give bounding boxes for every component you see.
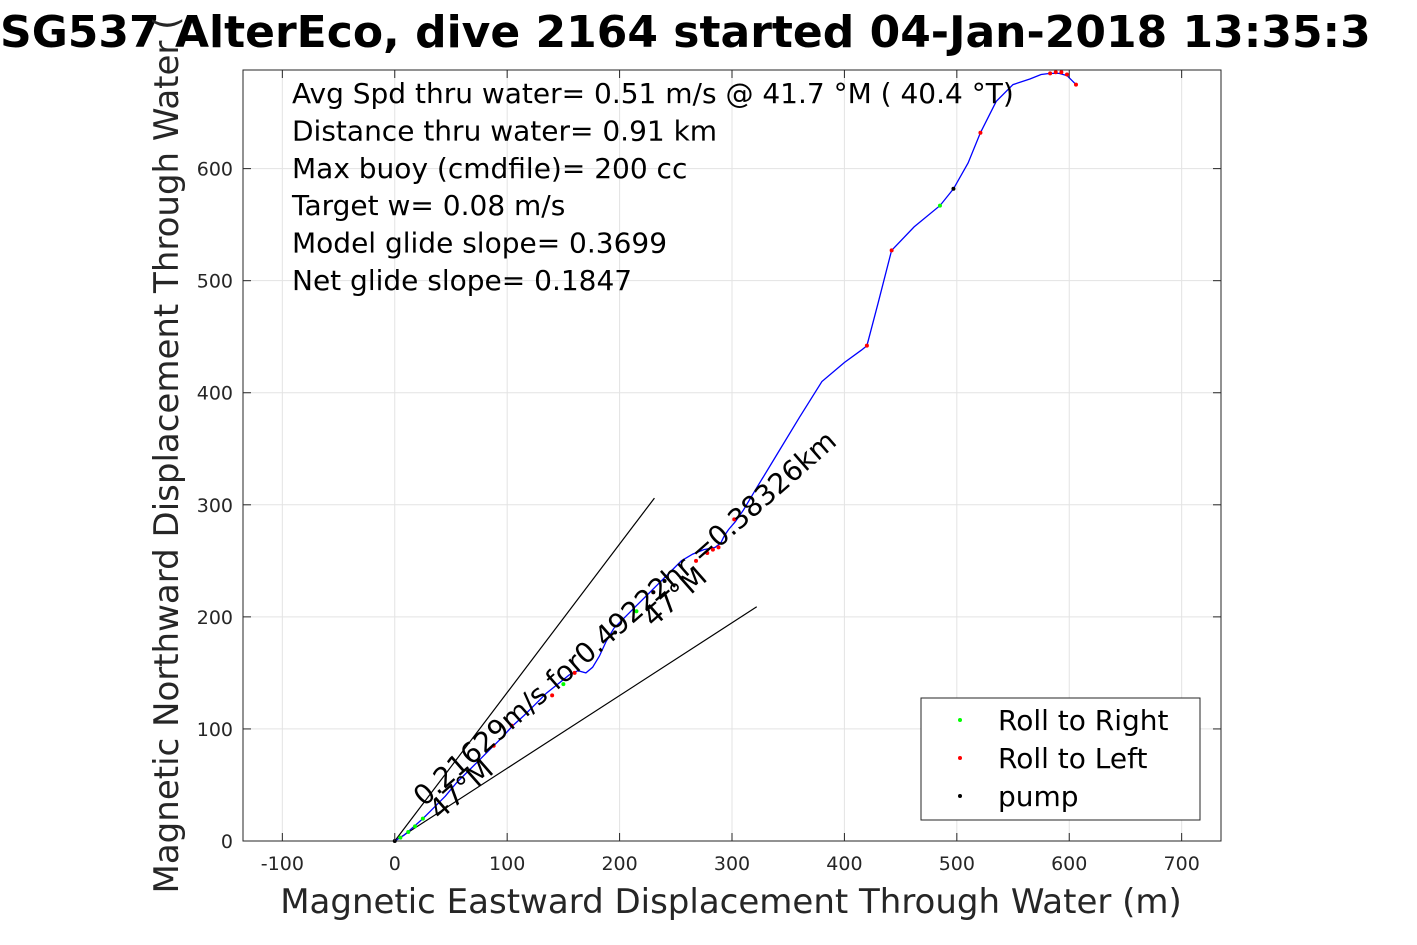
point-roll-to-left bbox=[889, 248, 894, 253]
point-roll-to-left bbox=[710, 547, 715, 552]
axis-ticks: -100 0 100 200 300 400 500 600 700 0 100 200 300 400 5… bbox=[197, 70, 1221, 875]
point-pump bbox=[613, 630, 618, 635]
point-pump bbox=[951, 186, 956, 191]
point-roll-to-right bbox=[561, 682, 566, 687]
point-roll-to-right bbox=[398, 835, 403, 840]
y-axis-label: Magnetic Northward Displacement Through … bbox=[147, 17, 187, 894]
point-roll-to-left bbox=[1073, 82, 1078, 87]
track-line bbox=[394, 72, 1077, 842]
y-tick-label: 400 bbox=[197, 383, 233, 405]
y-tick-label: 100 bbox=[197, 719, 233, 741]
legend: Roll to Right Roll to Left pump bbox=[920, 697, 1201, 821]
reference-lines bbox=[394, 497, 758, 842]
x-tick-label: 500 bbox=[939, 853, 975, 875]
point-roll-to-right bbox=[412, 824, 417, 829]
point-roll-to-left bbox=[572, 670, 577, 675]
y-tick-label: 300 bbox=[197, 495, 233, 517]
x-tick-label: 600 bbox=[1051, 853, 1087, 875]
point-roll-to-left bbox=[864, 343, 869, 348]
point-roll-to-left bbox=[694, 558, 699, 563]
point-roll-to-left bbox=[491, 743, 496, 748]
info-line: Model glide slope= 0.3699 bbox=[292, 227, 667, 260]
point-roll-to-right bbox=[406, 830, 411, 835]
info-line: Distance thru water= 0.91 km bbox=[292, 114, 717, 147]
legend-marker bbox=[958, 794, 962, 798]
y-tick-label: 0 bbox=[221, 831, 233, 853]
legend-entry: Roll to Right bbox=[998, 704, 1169, 737]
point-roll-to-left bbox=[550, 693, 555, 698]
chart-title: SG537 AlterEco, dive 2164 started 04-Jan… bbox=[0, 7, 1371, 58]
point-roll-to-left bbox=[732, 517, 737, 522]
point-roll-to-left bbox=[1053, 70, 1058, 75]
point-roll-to-left bbox=[978, 130, 983, 135]
point-roll-to-left bbox=[1048, 71, 1053, 76]
y-tick-label: 600 bbox=[197, 159, 233, 181]
x-tick-label: 400 bbox=[826, 853, 862, 875]
point-roll-to-left bbox=[705, 550, 710, 555]
point-pump bbox=[662, 579, 667, 584]
point-roll-to-left bbox=[1059, 70, 1064, 75]
point-roll-to-right bbox=[937, 203, 942, 208]
legend-marker bbox=[958, 756, 962, 760]
point-pump bbox=[651, 590, 656, 595]
point-roll-to-right bbox=[420, 816, 425, 821]
x-axis-label: Magnetic Eastward Displacement Through W… bbox=[280, 882, 1182, 922]
legend-entry: Roll to Left bbox=[998, 742, 1147, 775]
x-tick-label: 300 bbox=[714, 853, 750, 875]
info-line: Max buoy (cmdfile)= 200 cc bbox=[292, 152, 687, 185]
annotation-text: 0.21629m/s for0.49222hr =0.38326km bbox=[407, 424, 843, 813]
x-tick-label: 700 bbox=[1164, 853, 1200, 875]
y-tick-label: 200 bbox=[197, 607, 233, 629]
x-tick-label: 100 bbox=[489, 853, 525, 875]
y-tick-label: 500 bbox=[197, 271, 233, 293]
point-roll-to-left bbox=[1064, 72, 1069, 77]
legend-marker bbox=[958, 718, 962, 722]
info-line: Net glide slope= 0.1847 bbox=[292, 264, 632, 297]
dive-track bbox=[394, 72, 1077, 842]
annotations: 0.21629m/s for0.49222hr =0.38326km47°M47… bbox=[407, 424, 843, 826]
x-tick-label: 0 bbox=[389, 853, 401, 875]
info-text-block: Avg Spd thru water= 0.51 m/s @ 41.7 °M (… bbox=[291, 77, 1014, 297]
grid bbox=[243, 70, 1221, 842]
data-points bbox=[392, 70, 1078, 843]
info-line: Target w= 0.08 m/s bbox=[291, 189, 565, 222]
point-roll-to-right bbox=[634, 609, 639, 614]
point-roll-to-left bbox=[716, 545, 721, 550]
legend-box bbox=[920, 697, 1201, 821]
heading-reference-line bbox=[394, 497, 655, 842]
x-tick-label: 200 bbox=[601, 853, 637, 875]
x-tick-label: -100 bbox=[261, 853, 304, 875]
point-roll-to-left bbox=[509, 723, 514, 728]
info-line: Avg Spd thru water= 0.51 m/s @ 41.7 °M (… bbox=[292, 77, 1014, 110]
heading-reference-line bbox=[394, 606, 758, 842]
legend-entry: pump bbox=[998, 780, 1079, 813]
